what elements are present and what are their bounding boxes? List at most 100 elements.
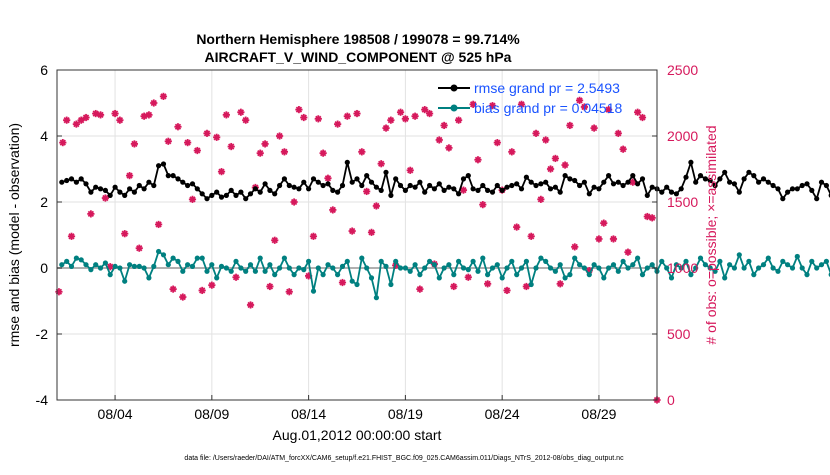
rmse-point <box>533 182 539 189</box>
bias-point <box>286 265 292 271</box>
obs-marker <box>590 124 598 132</box>
obs-marker <box>121 230 129 238</box>
bias-point <box>281 255 287 261</box>
rmse-point <box>325 181 331 187</box>
bias-point <box>649 262 655 268</box>
obs-marker <box>546 165 555 173</box>
rmse-point <box>818 179 825 185</box>
bias-point <box>194 255 200 261</box>
obs-marker <box>130 140 139 148</box>
bias-point <box>233 258 239 264</box>
rmse-point <box>780 196 786 202</box>
rmse-point <box>514 181 520 187</box>
bias-point <box>131 263 137 269</box>
bias-point <box>373 295 379 301</box>
bias-point <box>141 265 147 271</box>
rmse-point <box>470 186 476 192</box>
bias-point <box>160 252 167 258</box>
rmse-point <box>59 179 65 185</box>
obs-marker <box>295 106 303 114</box>
rmse-point <box>194 186 200 192</box>
bias-point <box>218 263 225 269</box>
rmse-point <box>770 182 776 189</box>
bias-point <box>170 255 176 261</box>
bias-point <box>702 262 709 268</box>
rmse-point <box>349 179 355 185</box>
rmse-point <box>310 176 317 182</box>
obs-marker <box>377 160 385 168</box>
obs-marker <box>508 148 516 156</box>
obs-marker <box>450 282 458 291</box>
rmse-point <box>252 186 258 192</box>
bias-point <box>277 265 283 271</box>
bias-point <box>156 248 162 255</box>
bias-point <box>257 255 263 261</box>
bias-point <box>668 275 675 281</box>
rmse-point <box>344 159 350 165</box>
bias-point <box>620 258 626 264</box>
rmse-point <box>397 182 404 189</box>
rmse-point <box>688 159 694 165</box>
obs-marker <box>387 116 395 124</box>
obs-marker <box>309 232 318 240</box>
rmse-point <box>286 182 292 189</box>
rmse-point <box>238 189 244 195</box>
rmse-point <box>630 173 636 179</box>
bias-point <box>746 258 752 264</box>
x-axis: 08/04 08/09 08/14 08/19 08/24 08/29 <box>98 395 617 422</box>
obs-marker <box>522 282 530 291</box>
y-axis-right-label: # of obs: o=possible; ×=assimilated <box>703 125 719 344</box>
bias-point <box>446 262 452 268</box>
bias-point <box>514 272 520 278</box>
rmse-point <box>509 182 515 189</box>
bias-point <box>775 268 781 274</box>
rmse-point <box>693 179 699 185</box>
bias-point <box>630 262 636 268</box>
y-left-tick-label: 2 <box>40 194 48 210</box>
bias-point <box>185 262 191 268</box>
rmse-point <box>823 182 830 189</box>
rmse-point <box>615 179 621 185</box>
bias-point <box>291 272 297 278</box>
bias-point <box>480 255 486 261</box>
bias-point <box>659 258 665 264</box>
y-left-tick-label: 4 <box>40 128 48 144</box>
rmse-point <box>83 181 89 187</box>
bias-point <box>88 267 94 273</box>
obs-marker <box>208 281 216 289</box>
rmse-point <box>765 179 771 185</box>
obs-marker <box>513 223 521 231</box>
obs-marker <box>348 227 356 235</box>
obs-marker <box>198 286 206 295</box>
rmse-point <box>388 192 394 198</box>
obs-marker <box>421 106 429 114</box>
rmse-point <box>639 176 646 182</box>
rmse-point <box>117 189 123 195</box>
y-right-tick-label: 1500 <box>667 194 698 210</box>
x-tick-label: 08/29 <box>581 406 616 422</box>
obs-marker <box>435 136 443 144</box>
rmse-point <box>577 182 583 189</box>
rmse-point <box>775 186 781 192</box>
bias-point <box>93 262 99 268</box>
obs-marker <box>285 288 293 296</box>
obs-marker <box>609 235 618 243</box>
bias-point <box>586 272 592 278</box>
bias-point <box>189 263 196 269</box>
obs-marker <box>77 116 85 124</box>
rmse-point <box>567 176 573 182</box>
obs-marker <box>59 139 67 147</box>
bias-point <box>417 272 423 278</box>
obs-marker <box>358 148 366 156</box>
rmse-point <box>794 186 800 192</box>
rmse-point <box>581 179 588 185</box>
obs-marker <box>290 198 298 206</box>
obs-marker <box>343 112 351 120</box>
rmse-point <box>233 192 239 198</box>
obs-marker <box>353 109 361 118</box>
y-right-tick-label: 2500 <box>667 62 698 78</box>
rmse-point <box>664 184 670 190</box>
obs-marker <box>605 106 613 114</box>
obs-marker <box>580 103 589 111</box>
